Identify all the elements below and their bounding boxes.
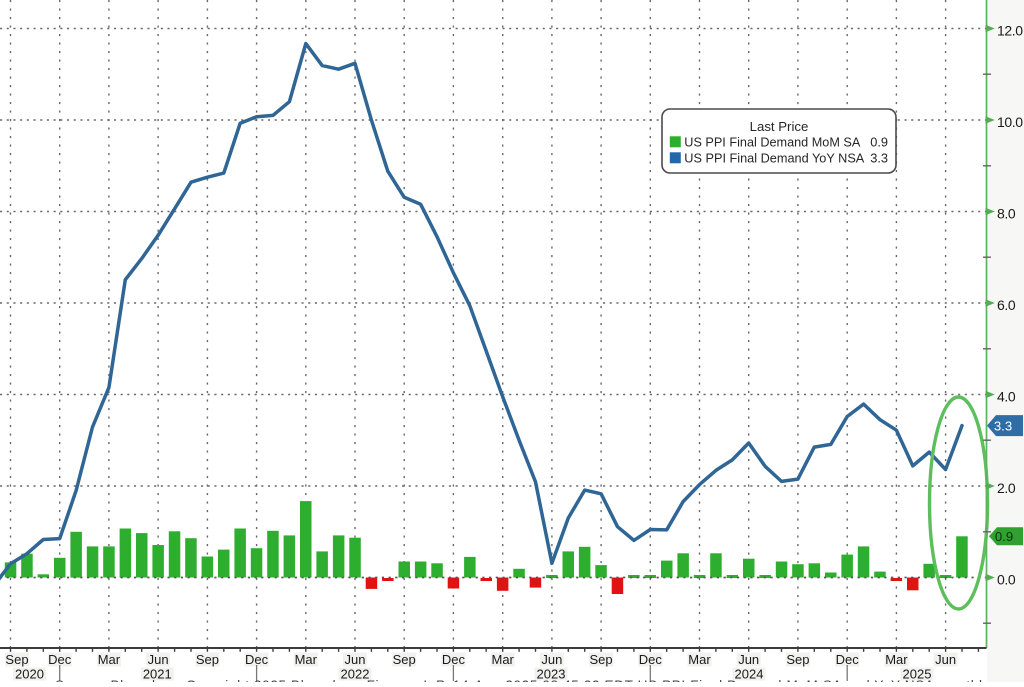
svg-text:8.0: 8.0 <box>997 205 1016 221</box>
svg-text:Dec: Dec <box>639 652 663 667</box>
svg-text:3.3: 3.3 <box>870 150 888 165</box>
svg-text:0.0: 0.0 <box>997 571 1016 587</box>
svg-text:US PPI Final Demand MoM SA: US PPI Final Demand MoM SA <box>684 134 860 149</box>
svg-text:Mar: Mar <box>885 652 908 667</box>
svg-text:2025: 2025 <box>903 667 932 682</box>
svg-text:0.9: 0.9 <box>995 529 1013 544</box>
svg-text:10.0: 10.0 <box>997 114 1023 130</box>
svg-text:6.0: 6.0 <box>997 297 1016 313</box>
svg-text:Mar: Mar <box>295 652 318 667</box>
svg-text:Jun: Jun <box>148 652 169 667</box>
svg-text:Mar: Mar <box>688 652 711 667</box>
svg-text:2024: 2024 <box>735 667 764 682</box>
svg-text:3.3: 3.3 <box>994 418 1012 433</box>
svg-text:Sep: Sep <box>196 652 219 667</box>
svg-text:Sep: Sep <box>393 652 416 667</box>
svg-text:2.0: 2.0 <box>997 480 1016 496</box>
svg-text:4.0: 4.0 <box>997 388 1016 404</box>
svg-text:2020: 2020 <box>15 667 44 682</box>
svg-text:Dec: Dec <box>836 652 860 667</box>
svg-text:Last Price: Last Price <box>750 119 809 134</box>
svg-text:Jun: Jun <box>738 652 759 667</box>
svg-text:2023: 2023 <box>537 667 566 682</box>
svg-text:Source: Bloomberg Copyright 2: Source: Bloomberg Copyright 2025 Bloombe… <box>55 678 990 682</box>
svg-text:Sep: Sep <box>786 652 809 667</box>
svg-text:2021: 2021 <box>143 667 172 682</box>
svg-text:Sep: Sep <box>590 652 613 667</box>
svg-text:2022: 2022 <box>341 667 370 682</box>
svg-text:Jun: Jun <box>935 652 956 667</box>
svg-text:0.9: 0.9 <box>870 134 888 149</box>
svg-text:Sep: Sep <box>5 652 28 667</box>
svg-text:Dec: Dec <box>442 652 466 667</box>
svg-text:Dec: Dec <box>48 652 72 667</box>
svg-text:Dec: Dec <box>245 652 269 667</box>
svg-text:Jun: Jun <box>541 652 562 667</box>
svg-text:US PPI Final Demand YoY NSA: US PPI Final Demand YoY NSA <box>684 150 864 165</box>
svg-text:12.0: 12.0 <box>997 22 1023 38</box>
svg-text:Mar: Mar <box>98 652 121 667</box>
svg-text:Jun: Jun <box>345 652 366 667</box>
svg-text:Mar: Mar <box>492 652 515 667</box>
